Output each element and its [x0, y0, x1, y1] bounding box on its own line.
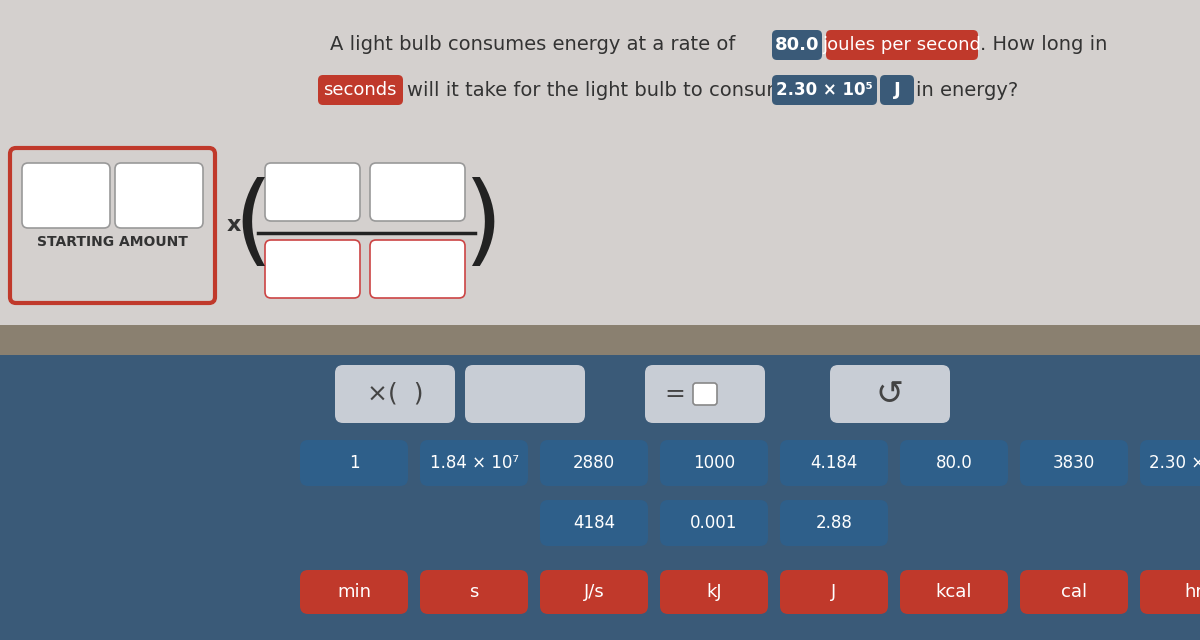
FancyBboxPatch shape: [540, 500, 648, 546]
FancyBboxPatch shape: [370, 240, 466, 298]
Text: 80.0: 80.0: [775, 36, 820, 54]
Text: 2.88: 2.88: [816, 514, 852, 532]
FancyBboxPatch shape: [300, 440, 408, 486]
Text: 4184: 4184: [572, 514, 616, 532]
Text: 1000: 1000: [692, 454, 736, 472]
FancyBboxPatch shape: [420, 570, 528, 614]
FancyBboxPatch shape: [1140, 440, 1200, 486]
FancyBboxPatch shape: [540, 570, 648, 614]
FancyBboxPatch shape: [540, 440, 648, 486]
FancyBboxPatch shape: [420, 440, 528, 486]
Text: ): ): [463, 177, 503, 273]
FancyBboxPatch shape: [1020, 570, 1128, 614]
Text: ×(  ): ×( ): [367, 382, 424, 406]
Text: J: J: [832, 583, 836, 601]
Text: x: x: [227, 215, 241, 235]
Text: . How long in: . How long in: [980, 35, 1108, 54]
Text: 2.30 × 10⁵: 2.30 × 10⁵: [1150, 454, 1200, 472]
Text: 80.0: 80.0: [936, 454, 972, 472]
FancyBboxPatch shape: [660, 570, 768, 614]
FancyBboxPatch shape: [780, 570, 888, 614]
FancyBboxPatch shape: [335, 365, 455, 423]
FancyBboxPatch shape: [0, 0, 1200, 330]
FancyBboxPatch shape: [466, 365, 586, 423]
FancyBboxPatch shape: [370, 163, 466, 221]
Text: 1: 1: [349, 454, 359, 472]
Text: J/s: J/s: [583, 583, 605, 601]
FancyBboxPatch shape: [830, 365, 950, 423]
Text: 3830: 3830: [1052, 454, 1096, 472]
Text: STARTING AMOUNT: STARTING AMOUNT: [36, 235, 187, 249]
FancyBboxPatch shape: [10, 148, 215, 303]
Text: 4.184: 4.184: [810, 454, 858, 472]
FancyBboxPatch shape: [900, 570, 1008, 614]
Text: cal: cal: [1061, 583, 1087, 601]
FancyBboxPatch shape: [694, 383, 718, 405]
Text: will it take for the light bulb to consume: will it take for the light bulb to consu…: [407, 81, 797, 99]
FancyBboxPatch shape: [1140, 570, 1200, 614]
FancyBboxPatch shape: [660, 440, 768, 486]
FancyBboxPatch shape: [0, 325, 1200, 355]
FancyBboxPatch shape: [646, 365, 766, 423]
FancyBboxPatch shape: [115, 163, 203, 228]
Text: in energy?: in energy?: [916, 81, 1019, 99]
Text: s: s: [469, 583, 479, 601]
Text: kJ: kJ: [706, 583, 722, 601]
Text: 0.001: 0.001: [690, 514, 738, 532]
FancyBboxPatch shape: [660, 500, 768, 546]
Text: ↺: ↺: [876, 378, 904, 410]
Text: 1.84 × 10⁷: 1.84 × 10⁷: [430, 454, 518, 472]
Text: min: min: [337, 583, 371, 601]
FancyBboxPatch shape: [900, 440, 1008, 486]
FancyBboxPatch shape: [318, 75, 403, 105]
Text: =: =: [665, 382, 685, 406]
FancyBboxPatch shape: [826, 30, 978, 60]
FancyBboxPatch shape: [22, 163, 110, 228]
Text: kcal: kcal: [936, 583, 972, 601]
FancyBboxPatch shape: [265, 240, 360, 298]
FancyBboxPatch shape: [265, 163, 360, 221]
Text: 2880: 2880: [572, 454, 616, 472]
Text: seconds: seconds: [323, 81, 397, 99]
Text: joules per second: joules per second: [822, 36, 982, 54]
Text: 2.30 × 10⁵: 2.30 × 10⁵: [775, 81, 872, 99]
Text: (: (: [234, 177, 272, 273]
FancyBboxPatch shape: [300, 570, 408, 614]
FancyBboxPatch shape: [0, 355, 1200, 640]
Text: A light bulb consumes energy at a rate of: A light bulb consumes energy at a rate o…: [330, 35, 736, 54]
FancyBboxPatch shape: [772, 75, 877, 105]
Text: J: J: [894, 81, 900, 99]
FancyBboxPatch shape: [772, 30, 822, 60]
Text: hr: hr: [1184, 583, 1200, 601]
FancyBboxPatch shape: [780, 440, 888, 486]
FancyBboxPatch shape: [780, 500, 888, 546]
FancyBboxPatch shape: [880, 75, 914, 105]
FancyBboxPatch shape: [1020, 440, 1128, 486]
